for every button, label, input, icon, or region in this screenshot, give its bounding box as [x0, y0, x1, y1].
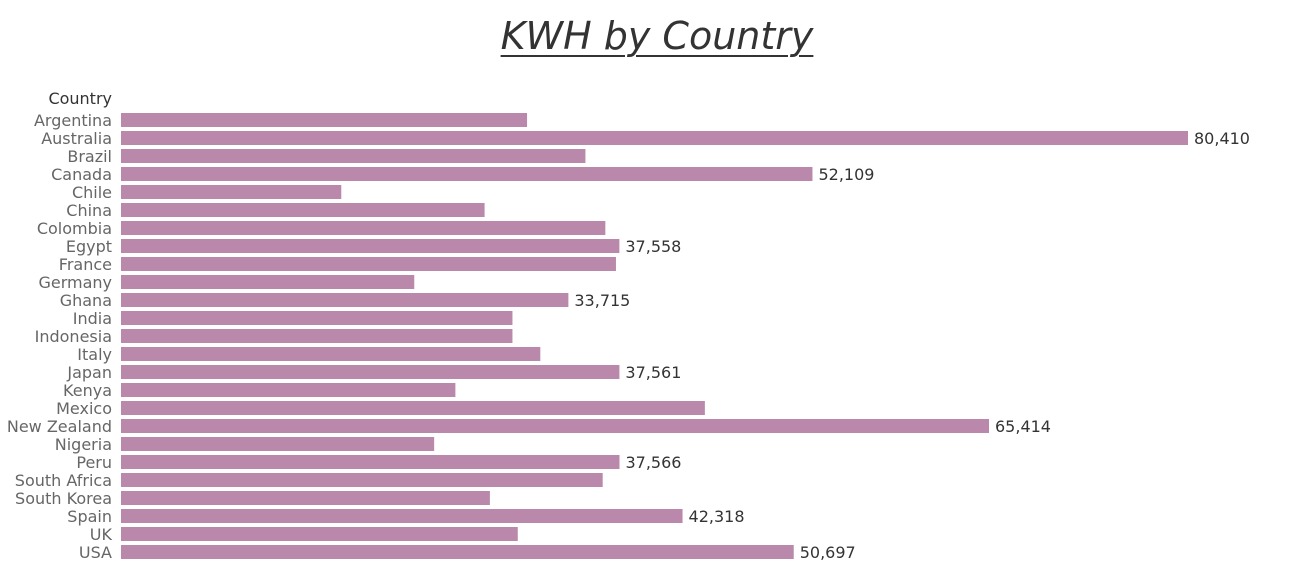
category-label: Ghana [60, 291, 112, 310]
bar-brazil [121, 149, 586, 163]
data-label: 65,414 [995, 417, 1051, 436]
data-label: 42,318 [689, 507, 745, 526]
category-label: France [59, 255, 112, 274]
category-label: Argentina [34, 111, 112, 130]
bar-new-zealand [121, 419, 990, 433]
bar-australia [121, 131, 1188, 145]
category-label: New Zealand [7, 417, 112, 436]
category-label: Japan [66, 363, 112, 382]
data-label: 52,109 [818, 165, 874, 184]
data-label: 37,561 [625, 363, 681, 382]
data-label: 80,410 [1194, 129, 1250, 148]
chart-title: KWH by Country [500, 14, 814, 58]
data-label: 50,697 [800, 543, 856, 561]
category-label: USA [79, 543, 112, 561]
bar-ghana [121, 293, 569, 307]
bar-argentina [121, 113, 528, 127]
data-label: 37,558 [625, 237, 681, 256]
bar-kenya [121, 383, 456, 397]
category-label: Italy [77, 345, 112, 364]
bar-indonesia [121, 329, 513, 343]
bar-canada [121, 167, 813, 181]
category-label: Australia [41, 129, 112, 148]
bar-south-korea [121, 491, 490, 505]
category-label: Brazil [67, 147, 112, 166]
bars-group [121, 113, 1188, 559]
bar-china [121, 203, 485, 217]
category-label: Chile [72, 183, 112, 202]
category-label: Indonesia [35, 327, 112, 346]
category-labels-group: ArgentinaAustraliaBrazilCanadaChileChina… [7, 111, 113, 561]
bar-spain [121, 509, 683, 523]
bar-mexico [121, 401, 705, 415]
data-label: 33,715 [574, 291, 630, 310]
bar-peru [121, 455, 620, 469]
category-label: China [66, 201, 112, 220]
bar-usa [121, 545, 794, 559]
category-label: Nigeria [55, 435, 112, 454]
category-label: Egypt [66, 237, 112, 256]
data-label: 37,566 [625, 453, 681, 472]
bar-france [121, 257, 616, 271]
category-label: South Africa [15, 471, 112, 490]
category-label: Canada [51, 165, 112, 184]
category-label: Peru [76, 453, 112, 472]
category-label: UK [90, 525, 113, 544]
category-label: Spain [67, 507, 112, 526]
bar-south-africa [121, 473, 603, 487]
bar-india [121, 311, 513, 325]
bar-japan [121, 365, 620, 379]
category-label: South Korea [15, 489, 112, 508]
category-label: Kenya [63, 381, 112, 400]
category-label: Germany [38, 273, 112, 292]
category-label: Mexico [56, 399, 112, 418]
category-label: India [73, 309, 112, 328]
bar-uk [121, 527, 518, 541]
category-label: Colombia [37, 219, 112, 238]
bar-germany [121, 275, 415, 289]
bar-colombia [121, 221, 606, 235]
bar-italy [121, 347, 541, 361]
bar-chile [121, 185, 342, 199]
data-labels-group: 80,410 52,109 37,558 33,715 37,561 65,414 37,5… [574, 129, 1250, 561]
bar-egypt [121, 239, 620, 253]
bar-nigeria [121, 437, 435, 451]
row-header-label: Country [48, 89, 112, 108]
